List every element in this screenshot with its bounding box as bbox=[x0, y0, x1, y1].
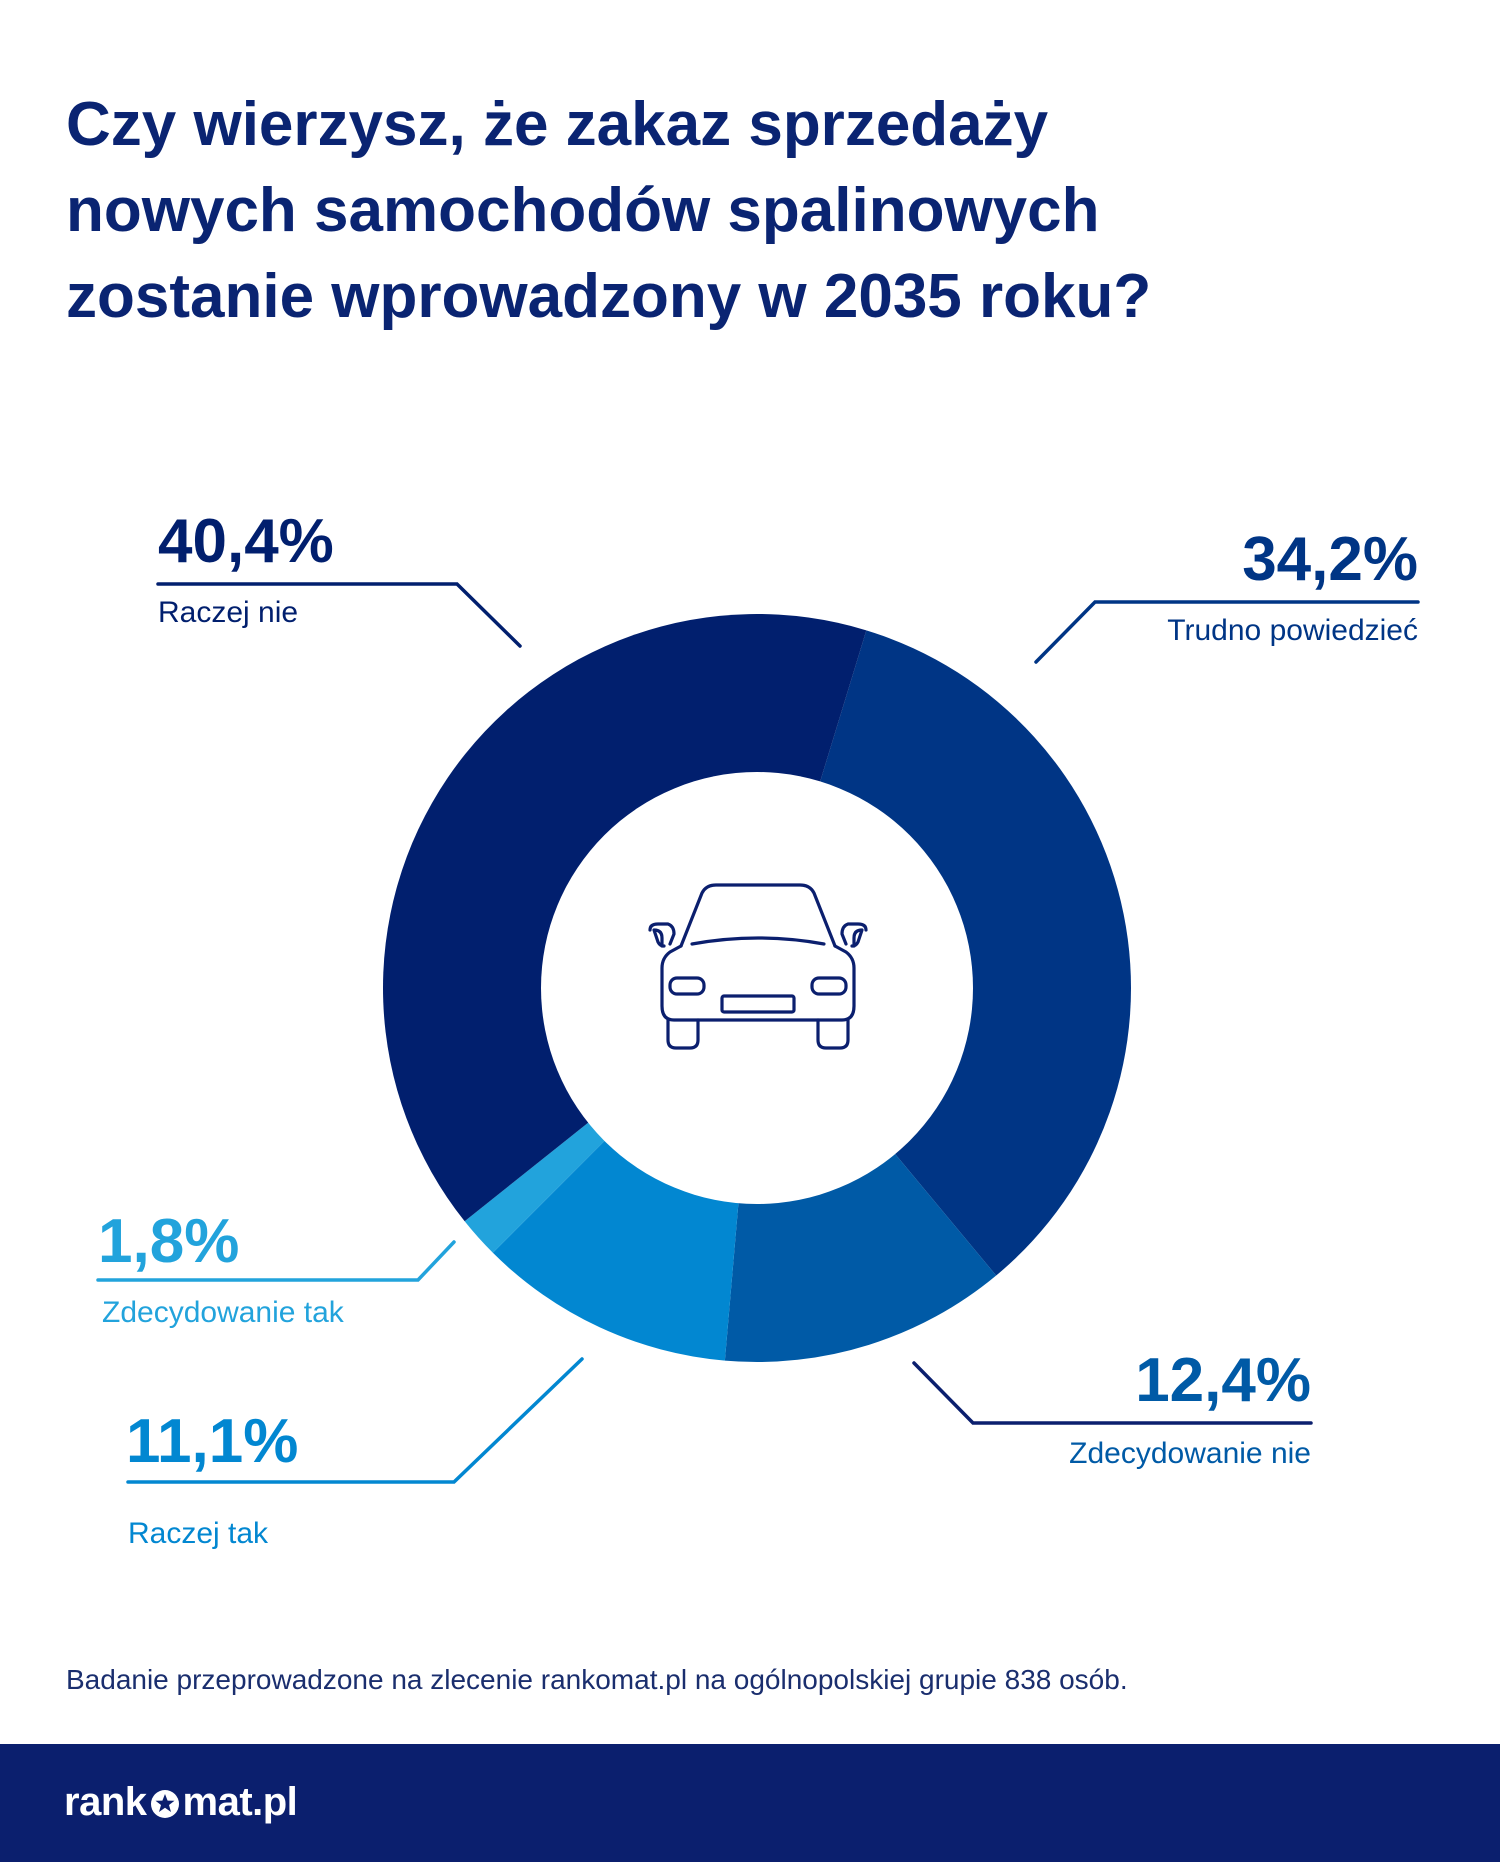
donut-chart: 40,4% Raczej nie 34,2% Trudno powiedzieć… bbox=[96, 507, 1420, 1550]
title-line-2: nowych samochodów spalinowych bbox=[66, 176, 1100, 245]
footer-bar: rank mat.pl bbox=[0, 1744, 1500, 1862]
pct-zdecydowanie-tak: 1,8% bbox=[98, 1207, 239, 1276]
leader-line-zdecydowanie-nie bbox=[912, 1361, 1313, 1425]
label-zdecydowanie-tak: Zdecydowanie tak bbox=[102, 1296, 345, 1329]
pct-zdecydowanie-nie: 12,4% bbox=[1135, 1346, 1311, 1415]
label-raczej-tak: Raczej tak bbox=[128, 1517, 269, 1550]
label-zdecydowanie-nie: Zdecydowanie nie bbox=[1069, 1437, 1311, 1470]
footnote: Badanie przeprowadzone na zlecenie ranko… bbox=[66, 1664, 1128, 1695]
leader-line-raczej-nie bbox=[156, 582, 522, 648]
leader-line-raczej-tak bbox=[126, 1357, 584, 1484]
title-line-1: Czy wierzysz, że zakaz sprzedaży bbox=[66, 90, 1049, 159]
label-raczej-nie: Raczej nie bbox=[158, 596, 298, 629]
pct-raczej-nie: 40,4% bbox=[158, 507, 334, 576]
star-icon bbox=[150, 1789, 179, 1818]
leader-line-trudno-powiedziec bbox=[1034, 600, 1420, 664]
logo-text-part2: mat.pl bbox=[182, 1780, 298, 1824]
chart-title: Czy wierzysz, że zakaz sprzedaży nowych … bbox=[66, 82, 1406, 340]
label-trudno-powiedziec: Trudno powiedzieć bbox=[1167, 614, 1418, 647]
pct-raczej-tak: 11,1% bbox=[126, 1407, 298, 1476]
leader-line-zdecydowanie-tak bbox=[96, 1240, 456, 1282]
car-icon bbox=[648, 883, 868, 1050]
rankomat-logo[interactable]: rank mat.pl bbox=[64, 1780, 298, 1825]
pct-trudno-powiedziec: 34,2% bbox=[1242, 525, 1418, 594]
logo-text-part1: rank bbox=[64, 1780, 147, 1824]
title-line-3: zostanie wprowadzony w 2035 roku? bbox=[66, 262, 1152, 331]
donut-hole bbox=[541, 772, 973, 1204]
